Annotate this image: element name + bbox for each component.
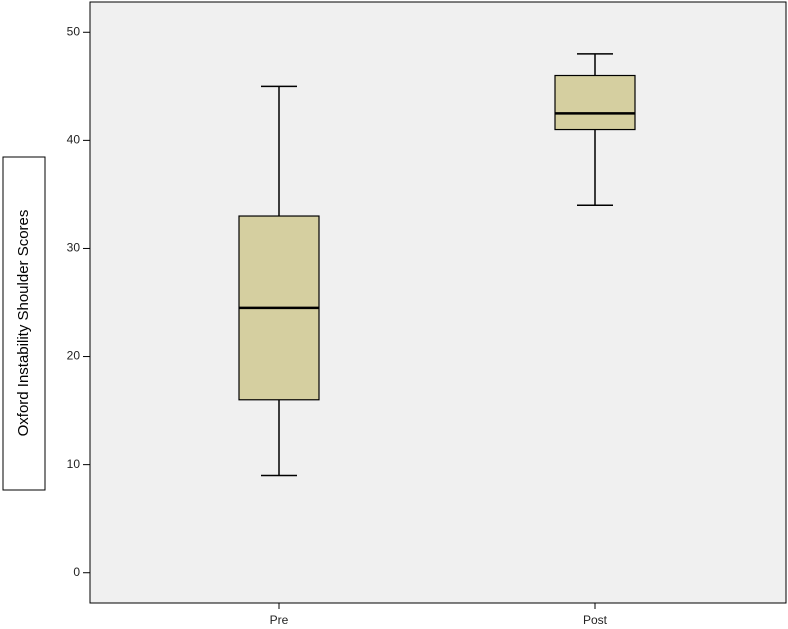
y-tick-label: 30 [67,241,81,255]
y-tick-label: 10 [67,457,81,471]
plot-area [89,1,787,604]
y-tick-label: 20 [67,349,81,363]
x-tick-label: Post [583,613,608,627]
y-tick-label: 0 [73,565,80,579]
y-axis-label: Oxford Instability Shoulder Scores [15,210,32,437]
y-tick-label: 40 [67,133,81,147]
box [554,74,636,131]
x-tick-label: Pre [270,613,289,627]
y-tick-label: 50 [67,24,81,38]
y-label-box [2,156,46,491]
